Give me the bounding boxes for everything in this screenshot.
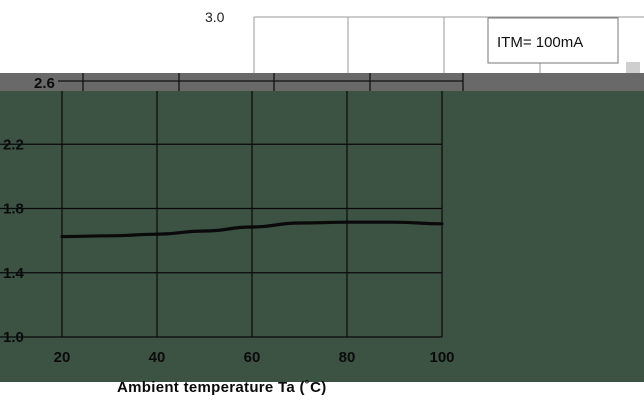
- data-point-0-1: [108, 235, 111, 237]
- x-tick-label-80: 80: [339, 349, 356, 366]
- legend-edge-mark: [626, 62, 640, 73]
- x-tick-label-60: 60: [244, 349, 261, 366]
- y-tick-label-band: 2.6: [34, 75, 55, 92]
- gray-band: [0, 73, 644, 91]
- axis-tick-labels: 1.0 1.4 1.8 2.2 20 40 60 80 100: [3, 136, 455, 366]
- y-tick-label-2.2: 2.2: [3, 136, 24, 153]
- y-tick-label-1.4: 1.4: [3, 265, 25, 282]
- data-point-0-2: [156, 233, 158, 235]
- data-point-0-7: [393, 221, 396, 223]
- plot-grid: [0, 91, 443, 338]
- x-axis-label: Ambient temperature Ta (˚C): [117, 379, 327, 396]
- x-tick-label-20: 20: [54, 349, 71, 366]
- x-tick-label-100: 100: [429, 349, 454, 366]
- data-point-0-3: [203, 230, 206, 232]
- data-point-0-5: [298, 222, 301, 224]
- legend-text: ITM= 100mA: [497, 34, 583, 51]
- x-tick-label-40: 40: [149, 349, 166, 366]
- legend-box: [487, 17, 619, 64]
- data-point-0-8: [441, 222, 443, 225]
- y-tick-label-1.8: 1.8: [3, 201, 24, 218]
- data-point-0-4: [251, 226, 253, 228]
- series-group: [60, 220, 444, 239]
- y-tick-label-1.0: 1.0: [3, 329, 24, 346]
- data-point-0-0: [61, 235, 63, 238]
- legend: ITM= 100mA: [487, 17, 640, 73]
- y-tick-label-top: 3.0: [205, 9, 225, 25]
- data-point-0-6: [346, 221, 348, 223]
- band-axis: 2.6: [34, 73, 464, 92]
